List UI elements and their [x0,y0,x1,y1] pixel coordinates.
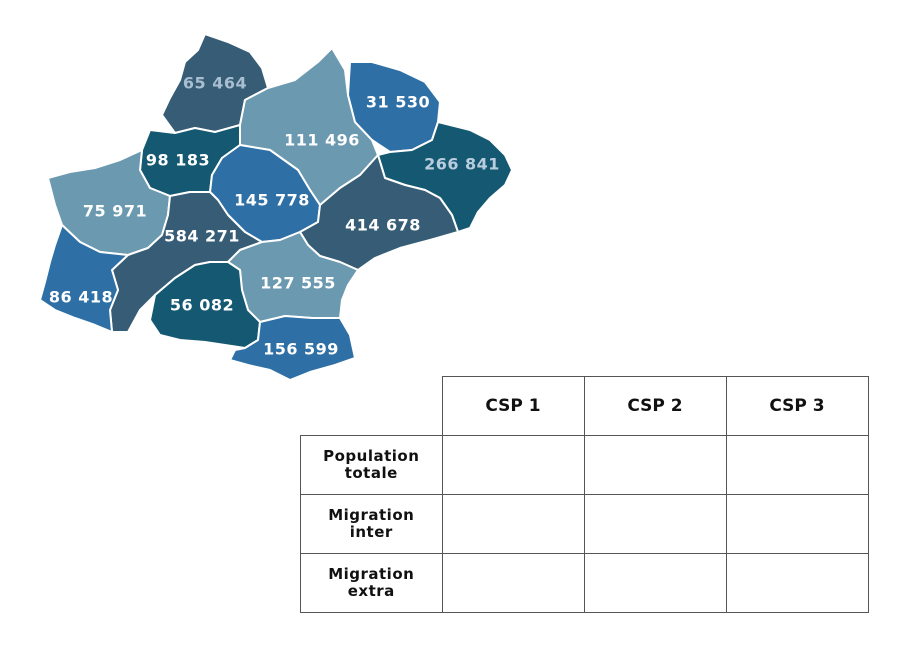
region-label-414678: 414 678 [345,216,421,235]
region-156599 [229,315,356,381]
region-label-584271: 584 271 [164,227,240,246]
column-header-csp1: CSP 1 [441,376,585,436]
region-86418 [39,224,129,333]
department-map: 65 464 111 496 31 530 98 183 145 778 266… [39,33,513,381]
region-label-56082: 56 082 [170,296,234,315]
table-row-population-totale: Population totale [300,435,869,495]
table-cell [441,435,585,495]
table-row-migration-extra: Migration extra [300,553,869,613]
row-header-migration-extra: Migration extra [300,553,443,613]
row-header-migration-inter: Migration inter [300,494,443,554]
table-cell [583,553,727,613]
table-corner [300,376,443,436]
row-header-line1: Population [323,447,420,465]
table-cell [441,494,585,554]
table-cell [441,553,585,613]
row-header-line2: inter [349,523,393,541]
table-cell [725,435,869,495]
row-header-line2: extra [347,582,395,600]
table-cell [725,494,869,554]
region-label-75971: 75 971 [83,202,147,221]
region-label-111496: 111 496 [284,131,360,150]
row-header-line2: totale [344,464,398,482]
column-header-csp3: CSP 3 [725,376,869,436]
region-label-86418: 86 418 [49,288,113,307]
region-label-65464: 65 464 [183,74,247,93]
region-label-31530: 31 530 [366,93,430,112]
table-cell [725,553,869,613]
column-header-csp2: CSP 2 [583,376,727,436]
region-label-266841: 266 841 [424,155,500,174]
row-header-line1: Migration [328,506,415,524]
table-cell [583,494,727,554]
region-label-145778: 145 778 [234,191,310,210]
row-header-population-totale: Population totale [300,435,443,495]
table-row-migration-inter: Migration inter [300,494,869,554]
table-header-row: CSP 1 CSP 2 CSP 3 [300,376,869,436]
region-label-156599: 156 599 [263,340,339,359]
region-label-98183: 98 183 [146,151,210,170]
row-header-line1: Migration [328,565,415,583]
csp-table: CSP 1 CSP 2 CSP 3 Population totale Migr… [300,376,869,613]
table-cell [583,435,727,495]
region-label-127555: 127 555 [260,274,336,293]
